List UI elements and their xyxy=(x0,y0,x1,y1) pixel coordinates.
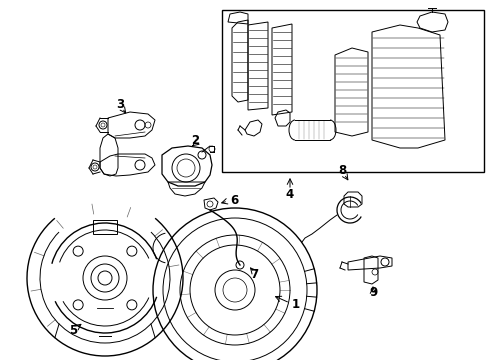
Text: 1: 1 xyxy=(292,298,300,311)
Text: 7: 7 xyxy=(250,267,258,280)
Text: 4: 4 xyxy=(286,188,294,201)
Bar xyxy=(93,220,117,234)
Text: 5: 5 xyxy=(69,324,77,337)
Text: 6: 6 xyxy=(230,194,238,207)
Text: 2: 2 xyxy=(191,134,199,147)
Bar xyxy=(222,10,484,172)
Text: 8: 8 xyxy=(338,163,346,176)
Text: 3: 3 xyxy=(116,98,124,111)
Text: 9: 9 xyxy=(369,285,377,298)
